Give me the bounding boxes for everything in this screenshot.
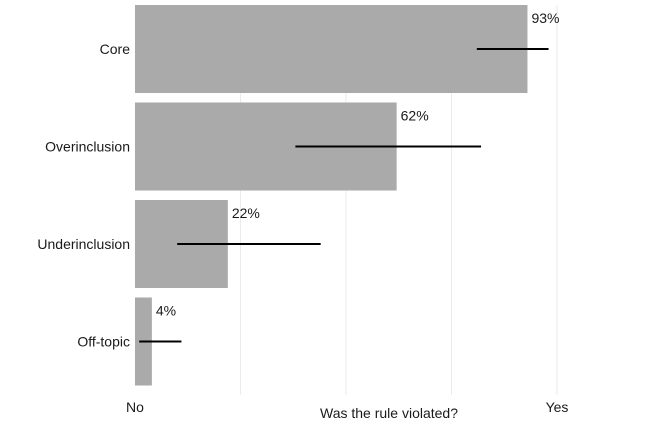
data-label-underinclusion: 22% xyxy=(232,205,260,221)
data-labels: 93% 62% 22% 4% xyxy=(156,10,560,319)
category-label-overinclusion: Overinclusion xyxy=(45,139,130,155)
x-tick-label-yes: Yes xyxy=(546,399,569,415)
bar-core xyxy=(135,5,528,93)
error-bars xyxy=(139,48,549,343)
data-label-overinclusion: 62% xyxy=(401,108,429,124)
x-axis-title: Was the rule violated? xyxy=(320,405,458,421)
data-label-core: 93% xyxy=(531,10,559,26)
category-label-underinclusion: Underinclusion xyxy=(37,236,130,252)
category-labels: Core Overinclusion Underinclusion Off-topic xyxy=(37,41,130,350)
x-tick-label-no: No xyxy=(126,399,144,415)
category-label-off-topic: Off-topic xyxy=(77,334,130,350)
bars xyxy=(135,5,528,386)
x-tick-labels: No Yes xyxy=(126,399,568,415)
category-label-core: Core xyxy=(100,41,131,57)
data-label-off-topic: 4% xyxy=(156,303,176,319)
